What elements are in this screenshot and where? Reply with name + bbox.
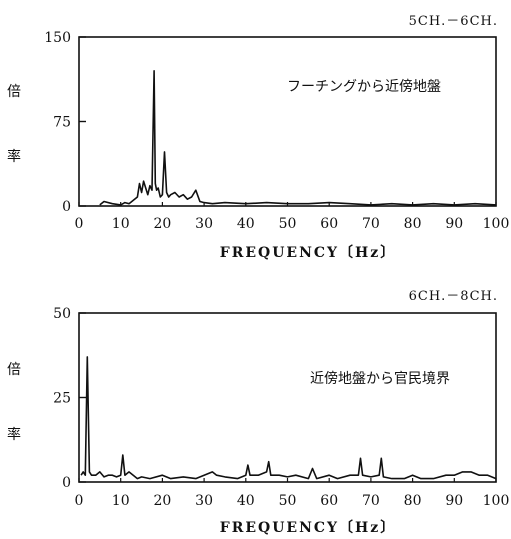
chart-bottom-xtick-label: 20: [153, 493, 171, 509]
chart-bottom-xtick-label: 40: [237, 493, 255, 509]
chart-top-xtick-label: 70: [362, 216, 380, 232]
chart-bottom-xtick-label: 100: [483, 493, 510, 509]
chart-top-xtick-label: 10: [112, 216, 130, 232]
chart-top-xtick-label: 0: [75, 216, 84, 232]
chart-top: 5CH.－6CH. フーチングから近傍地盤 倍 率 FREQUENCY〔Hz〕 …: [7, 14, 509, 261]
chart-top-annotation: フーチングから近傍地盤: [287, 78, 441, 95]
chart-top-ytick-label: 150: [44, 30, 71, 46]
chart-top-ylabel-2: 率: [7, 148, 21, 165]
chart-top-xtick-label: 30: [195, 216, 213, 232]
chart-top-xtick-label: 90: [445, 216, 463, 232]
chart-bottom-title: 6CH.－8CH.: [409, 289, 498, 304]
chart-bottom-ytick-label: 25: [53, 391, 71, 407]
chart-bottom-ylabel-2: 率: [7, 426, 21, 443]
chart-top-ytick-label: 75: [53, 115, 71, 131]
chart-top-xtick-label: 80: [404, 216, 422, 232]
chart-top-xtick-label: 50: [279, 216, 297, 232]
chart-top-series-line: [99, 70, 497, 206]
chart-bottom-xtick-label: 70: [362, 493, 380, 509]
chart-bottom-xlabel: FREQUENCY〔Hz〕: [220, 520, 396, 536]
chart-top-xtick-label: 40: [237, 216, 255, 232]
chart-bottom-series-line: [80, 356, 497, 480]
chart-bottom-xtick-label: 90: [445, 493, 463, 509]
chart-bottom: 6CH.－8CH. 近傍地盤から官民境界 倍 率 FREQUENCY〔Hz〕 0…: [7, 289, 509, 536]
chart-bottom-xtick-label: 80: [404, 493, 422, 509]
chart-bottom-annotation: 近傍地盤から官民境界: [310, 370, 450, 387]
chart-top-plot-frame: [78, 36, 497, 207]
chart-top-ytick-label: 0: [62, 199, 71, 215]
chart-top-title: 5CH.－6CH.: [409, 14, 498, 29]
chart-bottom-ytick-label: 50: [53, 306, 71, 322]
chart-top-xtick-label: 20: [153, 216, 171, 232]
chart-top-xtick-label: 60: [320, 216, 338, 232]
chart-bottom-xtick-label: 0: [75, 493, 84, 509]
chart-top-xlabel: FREQUENCY〔Hz〕: [220, 245, 396, 261]
chart-bottom-plot-frame: [78, 312, 497, 483]
chart-bottom-ylabel-1: 倍: [7, 362, 21, 378]
chart-bottom-xtick-label: 10: [112, 493, 130, 509]
chart-bottom-xtick-label: 30: [195, 493, 213, 509]
chart-top-ylabel-1: 倍: [7, 84, 21, 100]
chart-bottom-xtick-label: 60: [320, 493, 338, 509]
chart-bottom-ytick-label: 0: [62, 475, 71, 491]
chart-bottom-xtick-label: 50: [279, 493, 297, 509]
chart-top-xtick-label: 100: [483, 216, 510, 232]
